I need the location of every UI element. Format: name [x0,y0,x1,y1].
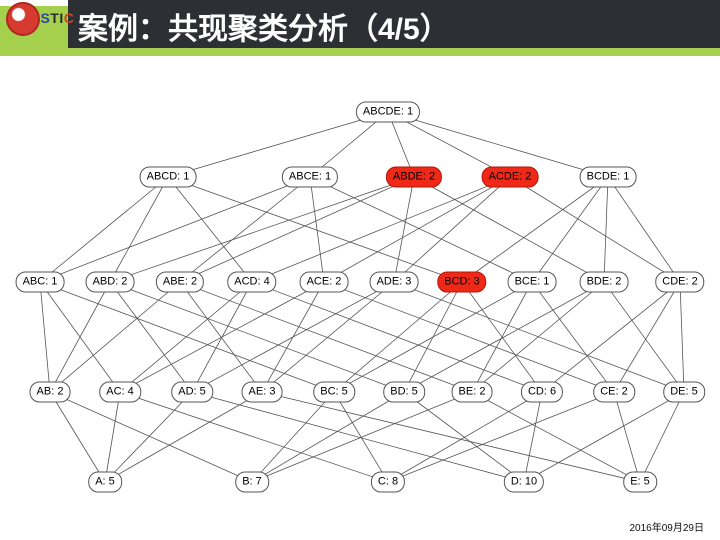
logo-text: STIC [40,10,74,28]
edge [472,282,604,392]
edge [40,177,310,282]
edge [608,177,680,282]
edge [324,282,614,392]
node-bd: BD: 5 [383,382,425,403]
node-ac: AC: 4 [99,382,141,403]
edge [614,282,680,392]
edge [604,282,684,392]
edge [404,282,604,392]
node-bce: BCE: 1 [508,272,557,293]
edge [110,177,168,282]
node-c: C: 8 [371,472,405,493]
node-abe: ABE: 2 [156,272,204,293]
edge [168,177,252,282]
edge [120,392,388,482]
node-acd: ACD: 4 [227,272,276,293]
node-bde: BDE: 2 [580,272,629,293]
edge [614,392,640,482]
edge [40,282,50,392]
node-cde: CDE: 2 [655,272,704,293]
edge [262,282,394,392]
node-abce: ABCE: 1 [282,167,338,188]
lattice-diagram: ABCDE: 1 ABCD: 1 ABCE: 1 ABDE: 2 ACDE: 2 BCDE… [0,62,720,522]
edge [110,282,404,392]
edge [168,112,388,177]
edge [40,282,334,392]
node-bc: BC: 5 [313,382,355,403]
edge [472,392,640,482]
node-cd: CD: 6 [521,382,563,403]
edge [388,392,542,482]
edge [168,177,462,282]
edge [110,177,414,282]
node-ce: CE: 2 [593,382,635,403]
edge [40,177,168,282]
node-d: D: 10 [504,472,544,493]
node-ae: AE: 3 [242,382,283,403]
edge [252,282,542,392]
edge [262,392,640,482]
edge [310,177,532,282]
istic-logo: STIC [6,2,74,36]
node-bcd: BCD: 3 [437,272,486,293]
node-e: E: 5 [623,472,657,493]
edge [310,177,324,282]
edge [252,392,404,482]
node-ab: AB: 2 [30,382,71,403]
edge [542,282,680,392]
globe-icon [6,2,40,36]
node-bcde: BCDE: 1 [580,167,637,188]
edge [680,282,684,392]
node-ade: ADE: 3 [370,272,419,293]
edge [532,282,614,392]
edge [180,282,262,392]
node-a: A: 5 [88,472,122,493]
edge [394,282,684,392]
edge [192,392,524,482]
edge [252,392,472,482]
edge [334,282,462,392]
edge [604,177,608,282]
edge [640,392,684,482]
edge [180,282,472,392]
edge [50,282,180,392]
edge [252,392,334,482]
node-be: BE: 2 [452,382,493,403]
node-abd: ABD: 2 [86,272,135,293]
node-b: B: 7 [235,472,269,493]
node-abc: ABC: 1 [16,272,65,293]
edge [524,392,542,482]
edge [532,177,608,282]
node-acde: ACDE: 2 [482,167,539,188]
edge [524,392,684,482]
node-ad: AD: 5 [171,382,213,403]
edge [180,177,414,282]
node-abde: ABDE: 2 [386,167,442,188]
node-ace: ACE: 2 [300,272,349,293]
slide-title: 案例：共现聚类分析（4/5） [78,4,450,48]
node-abcd: ABCD: 1 [140,167,197,188]
edge [50,392,105,482]
edge [120,282,252,392]
slide-header: STIC 案例：共现聚类分析（4/5） [0,0,720,62]
edge [105,392,262,482]
edge [414,177,604,282]
edge [50,392,252,482]
node-abcde: ABCDE: 1 [356,102,420,123]
footer-date: 2016年09月29日 [630,519,705,534]
edge [50,282,110,392]
node-de: DE: 5 [663,382,705,403]
